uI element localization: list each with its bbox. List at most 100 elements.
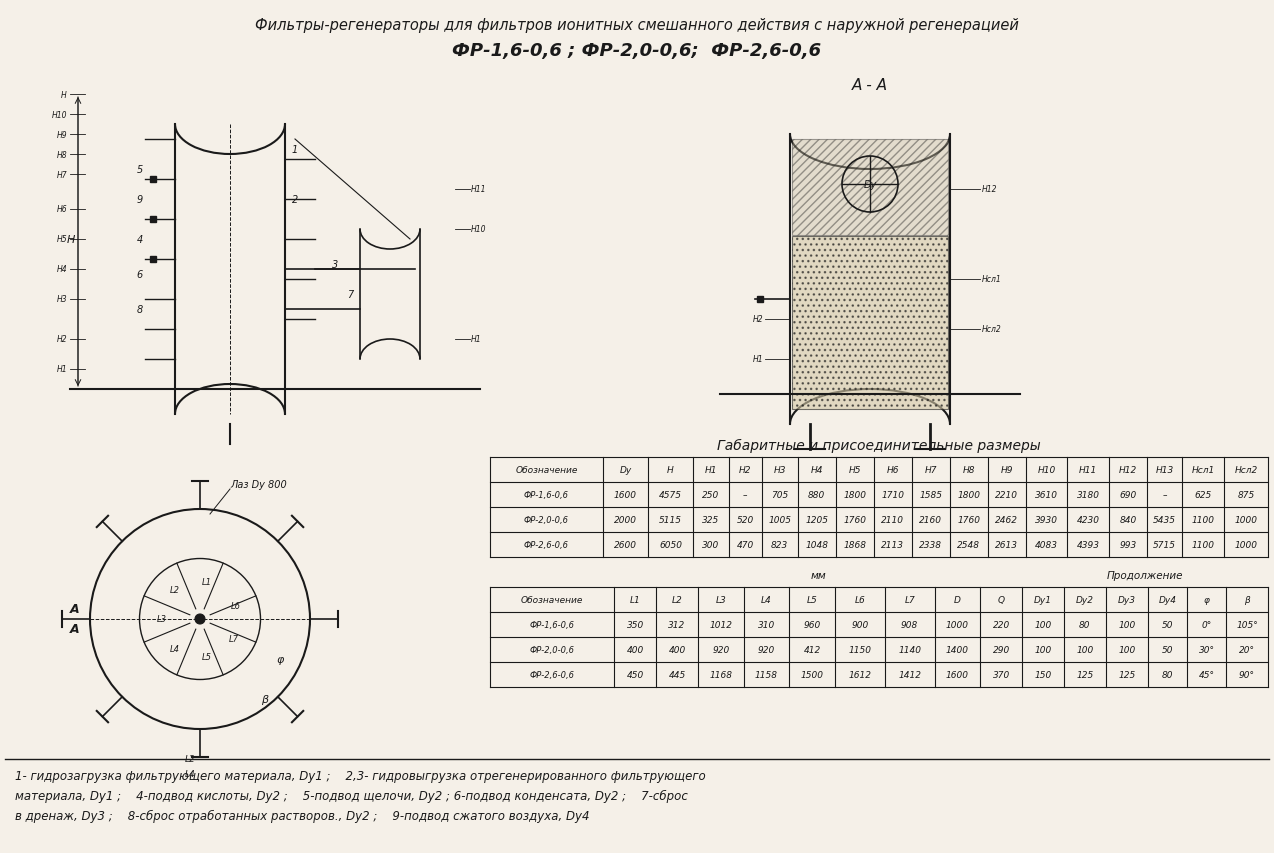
Text: L4: L4 — [171, 644, 180, 653]
Text: 150: 150 — [1034, 670, 1052, 679]
Text: А - А: А - А — [852, 78, 888, 93]
Text: 80: 80 — [1079, 620, 1091, 630]
Text: L2: L2 — [171, 585, 180, 595]
Text: β: β — [261, 694, 269, 705]
Text: 125: 125 — [1119, 670, 1135, 679]
Text: Обозначение: Обозначение — [515, 466, 577, 474]
Text: 4575: 4575 — [659, 490, 682, 499]
Text: 900: 900 — [851, 620, 869, 630]
Text: ФР-2,0-0,6: ФР-2,0-0,6 — [524, 515, 569, 525]
Text: 290: 290 — [992, 645, 1010, 654]
Text: А: А — [70, 623, 80, 635]
Text: 2210: 2210 — [995, 490, 1018, 499]
Text: 1205: 1205 — [805, 515, 828, 525]
Text: L5: L5 — [201, 653, 211, 662]
Text: 823: 823 — [771, 540, 789, 549]
Text: 8: 8 — [136, 305, 143, 315]
Text: 325: 325 — [702, 515, 720, 525]
Text: H9: H9 — [1000, 466, 1013, 474]
Text: Dу4: Dу4 — [1158, 595, 1176, 604]
Text: 2160: 2160 — [919, 515, 943, 525]
Text: φ: φ — [276, 654, 284, 664]
Text: 7: 7 — [347, 290, 353, 299]
Text: 6050: 6050 — [659, 540, 682, 549]
Text: 1100: 1100 — [1191, 540, 1215, 549]
Text: H12: H12 — [1119, 466, 1136, 474]
Text: 100: 100 — [1119, 645, 1135, 654]
Text: 1612: 1612 — [848, 670, 871, 679]
Text: 470: 470 — [736, 540, 754, 549]
Text: Hсл1: Hсл1 — [1191, 466, 1215, 474]
Text: 2: 2 — [292, 194, 298, 205]
Text: Hсл2: Hсл2 — [1235, 466, 1257, 474]
Text: 125: 125 — [1077, 670, 1093, 679]
Text: H: H — [66, 235, 75, 245]
Text: 0°: 0° — [1201, 620, 1212, 630]
Text: 1868: 1868 — [843, 540, 866, 549]
Text: D: D — [954, 595, 961, 604]
Text: L5: L5 — [806, 595, 818, 604]
Text: H1: H1 — [56, 365, 68, 374]
Text: 1412: 1412 — [898, 670, 921, 679]
Text: 5: 5 — [136, 165, 143, 175]
Bar — [792, 236, 948, 409]
Text: 520: 520 — [736, 515, 754, 525]
Text: 1- гидрозагрузка фильтрующего материала, Dу1 ;    2,3- гидровыгрузка отрегенерир: 1- гидрозагрузка фильтрующего материала,… — [15, 769, 706, 782]
Text: 4230: 4230 — [1077, 515, 1099, 525]
Text: 3: 3 — [331, 259, 338, 270]
Text: L4: L4 — [185, 769, 195, 779]
Text: H5: H5 — [56, 235, 68, 244]
Text: 1000: 1000 — [947, 620, 970, 630]
Text: Dу: Dу — [619, 466, 632, 474]
Text: 3930: 3930 — [1034, 515, 1057, 525]
Circle shape — [195, 614, 205, 624]
Text: 960: 960 — [804, 620, 820, 630]
Text: H12: H12 — [982, 185, 998, 194]
Text: 45°: 45° — [1199, 670, 1214, 679]
Text: H4: H4 — [56, 265, 68, 274]
Text: H: H — [668, 466, 674, 474]
Text: L3: L3 — [157, 615, 167, 624]
Text: L1: L1 — [201, 577, 211, 586]
Text: L6: L6 — [855, 595, 865, 604]
Text: Габаритные и присоединительные размеры: Габаритные и присоединительные размеры — [717, 438, 1041, 452]
Text: –: – — [1162, 490, 1167, 499]
Text: Dу2: Dу2 — [1077, 595, 1094, 604]
Text: 400: 400 — [669, 645, 685, 654]
Text: 5715: 5715 — [1153, 540, 1176, 549]
Text: –: – — [743, 490, 748, 499]
Text: 1140: 1140 — [898, 645, 921, 654]
Text: 1005: 1005 — [768, 515, 791, 525]
Text: 1710: 1710 — [882, 490, 905, 499]
Text: Hсл1: Hсл1 — [982, 276, 1001, 284]
Text: L1: L1 — [629, 595, 641, 604]
Text: 2113: 2113 — [882, 540, 905, 549]
Text: L6: L6 — [231, 601, 241, 611]
Text: β: β — [1245, 595, 1250, 604]
Text: 2110: 2110 — [882, 515, 905, 525]
Text: ФР-2,6-0,6: ФР-2,6-0,6 — [524, 540, 569, 549]
Text: ФР-1,6-0,6 ; ФР-2,0-0,6;  ФР-2,6-0,6: ФР-1,6-0,6 ; ФР-2,0-0,6; ФР-2,6-0,6 — [452, 42, 822, 60]
Text: L7: L7 — [228, 634, 238, 643]
Text: L2: L2 — [671, 595, 683, 604]
Text: H8: H8 — [56, 150, 68, 160]
Text: 1760: 1760 — [843, 515, 866, 525]
Text: 4083: 4083 — [1034, 540, 1057, 549]
Text: 250: 250 — [702, 490, 720, 499]
Text: H: H — [61, 90, 68, 100]
Text: 312: 312 — [669, 620, 685, 630]
Text: 2600: 2600 — [614, 540, 637, 549]
Text: 993: 993 — [1120, 540, 1136, 549]
Text: 100: 100 — [1034, 620, 1052, 630]
Text: H2: H2 — [56, 335, 68, 344]
Text: Фильтры-регенераторы для фильтров ионитных смешанного действия с наружной регене: Фильтры-регенераторы для фильтров ионитн… — [255, 18, 1019, 33]
Text: 2000: 2000 — [614, 515, 637, 525]
Text: H8: H8 — [962, 466, 975, 474]
Text: 400: 400 — [627, 645, 643, 654]
Text: материала, Dу1 ;    4-подвод кислоты, Dу2 ;    5-подвод щелочи, Dу2 ; 6-подвод к: материала, Dу1 ; 4-подвод кислоты, Dу2 ;… — [15, 789, 688, 802]
Text: 1800: 1800 — [843, 490, 866, 499]
Text: 1500: 1500 — [801, 670, 824, 679]
Text: H7: H7 — [56, 171, 68, 179]
Text: 690: 690 — [1120, 490, 1136, 499]
Text: Обозначение: Обозначение — [521, 595, 583, 604]
